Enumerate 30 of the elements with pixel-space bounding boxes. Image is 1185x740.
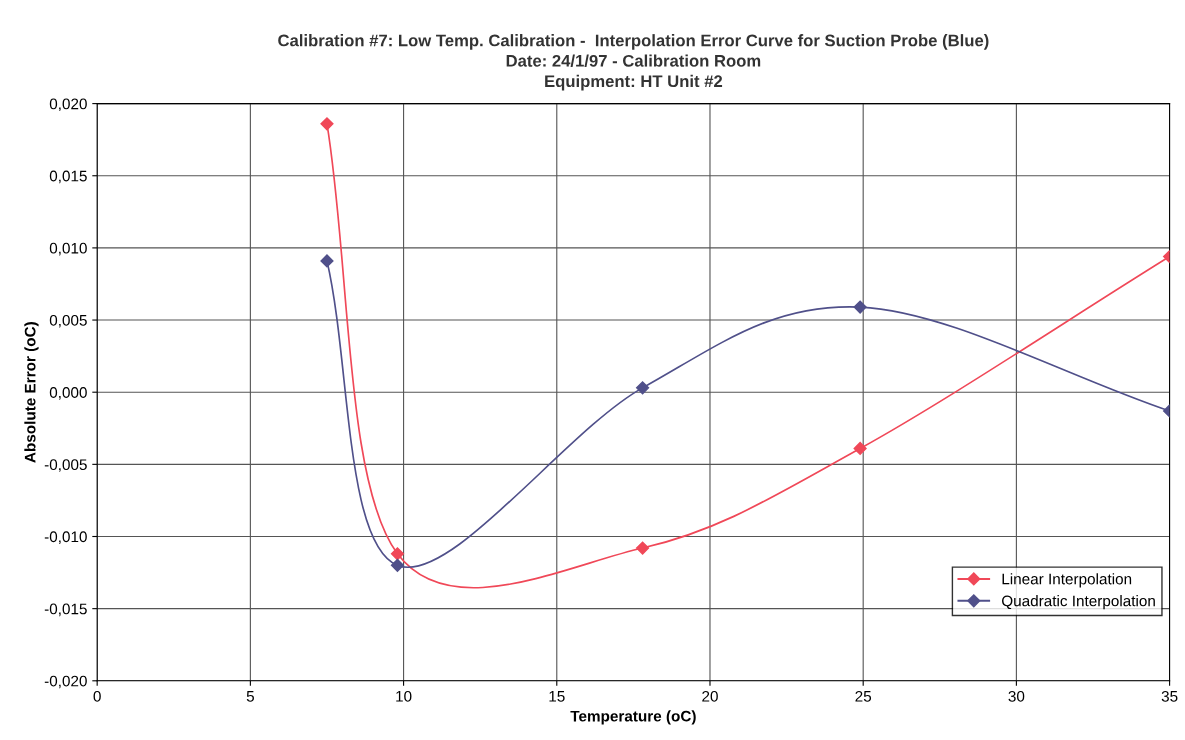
point xyxy=(853,300,867,314)
x-tick-label: 30 xyxy=(1008,690,1025,702)
x-tick-label: 5 xyxy=(246,691,254,702)
y-tick-label: 0,000 xyxy=(49,387,87,400)
y-tick-label: -0,005 xyxy=(44,459,87,472)
y-axis-title: Absolute Error (oC) xyxy=(24,322,39,463)
point xyxy=(320,117,334,131)
y-tick-label: 0,015 xyxy=(49,170,87,184)
x-tick-label: 25 xyxy=(855,690,872,702)
y-tick-label: 0,005 xyxy=(49,314,87,328)
x-axis-title: Temperature (oC) xyxy=(570,710,696,725)
x-tick-label: 20 xyxy=(702,690,718,702)
chart-title: Calibration #7: Low Temp. Calibration - Interpolation Error Curve for Suction Probe (Blue) Date: 24/1/97 - Calibration Room Equipment: HT Unit #2 xyxy=(278,34,989,91)
point xyxy=(320,254,334,268)
legend-label: Quadratic Interpolation xyxy=(1002,595,1155,610)
y-tick-label: -0,020 xyxy=(44,675,87,689)
y-tick-label: -0,015 xyxy=(44,603,87,617)
legend-label: Linear Interpolation xyxy=(1002,573,1132,588)
point xyxy=(390,547,405,561)
x-tick-label: 0 xyxy=(93,690,101,702)
y-tick-label: 0,010 xyxy=(49,242,87,256)
y-tick-label: 0,020 xyxy=(49,98,87,112)
x-tick-label: 10 xyxy=(396,690,412,702)
point xyxy=(635,541,650,555)
y-tick-label: -0,010 xyxy=(44,531,87,544)
x-tick-label: 35 xyxy=(1161,690,1178,702)
x-tick-label: 15 xyxy=(549,691,565,702)
point xyxy=(853,441,867,456)
point xyxy=(390,558,405,572)
point xyxy=(635,381,650,395)
